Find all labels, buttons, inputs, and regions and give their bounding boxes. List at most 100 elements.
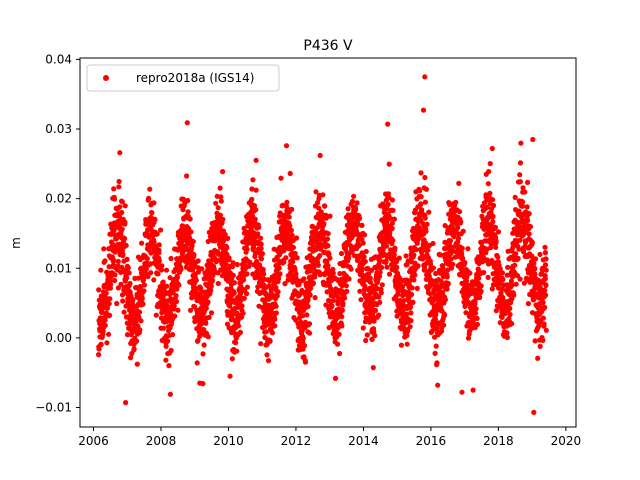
data-point: [190, 238, 196, 245]
data-point: [437, 252, 444, 258]
data-point: [172, 313, 178, 319]
data-point: [320, 233, 326, 239]
data-point: [426, 209, 432, 215]
data-point: [409, 285, 415, 291]
data-point: [323, 215, 329, 221]
data-point: [145, 273, 151, 280]
data-point: [362, 283, 368, 289]
data-point: [543, 267, 549, 273]
data-point: [476, 275, 482, 281]
data-point: [389, 220, 395, 226]
data-point: [273, 310, 279, 316]
data-point: [465, 246, 471, 252]
data-point: [340, 300, 346, 306]
data-point: [543, 282, 549, 288]
data-point: [175, 307, 181, 313]
data-point: [330, 266, 336, 272]
data-point: [144, 256, 150, 262]
data-point: [272, 316, 278, 322]
data-point: [390, 207, 396, 213]
data-point: [116, 184, 122, 190]
data-point: [490, 219, 496, 225]
data-point: [119, 209, 125, 216]
legend-marker: [103, 75, 109, 81]
data-point: [233, 340, 239, 346]
data-point: [259, 251, 265, 257]
data-point: [163, 357, 169, 363]
data-point: [526, 211, 532, 217]
data-point: [444, 274, 450, 280]
data-point: [459, 245, 465, 251]
data-point: [235, 323, 242, 329]
data-point: [178, 266, 184, 273]
data-point: [102, 322, 108, 328]
data-point: [307, 285, 314, 291]
plot-frame: [79, 57, 577, 428]
data-point: [163, 343, 169, 349]
data-point: [511, 292, 517, 298]
data-point: [335, 298, 341, 304]
data-point: [515, 255, 521, 261]
data-point: [410, 299, 416, 305]
data-point: [404, 332, 410, 339]
data-point: [384, 205, 390, 212]
data-point: [149, 210, 155, 216]
data-point: [517, 179, 524, 185]
data-point: [158, 227, 164, 233]
data-point: [542, 276, 548, 282]
data-point: [389, 225, 395, 232]
data-point: [396, 255, 402, 261]
data-point: [205, 299, 211, 305]
data-point: [281, 259, 287, 265]
data-point: [176, 282, 182, 288]
data-point: [531, 261, 537, 267]
data-point: [500, 276, 506, 283]
data-point: [106, 301, 112, 307]
data-point: [283, 143, 290, 149]
data-point: [208, 287, 214, 293]
data-point: [118, 281, 124, 287]
data-point: [367, 275, 373, 281]
data-point: [213, 200, 219, 206]
data-point: [230, 260, 236, 266]
data-point: [231, 280, 237, 286]
data-point: [470, 387, 476, 393]
data-point: [116, 178, 122, 185]
data-point: [505, 264, 511, 270]
data-point: [326, 251, 332, 257]
data-point: [507, 311, 513, 318]
data-point: [156, 242, 162, 248]
data-point: [529, 239, 535, 245]
data-point: [180, 207, 186, 213]
data-point: [301, 276, 307, 282]
data-point: [440, 290, 446, 296]
data-points: [96, 74, 549, 415]
data-point: [513, 281, 519, 287]
data-point: [366, 292, 372, 298]
data-point: [525, 179, 531, 185]
data-point: [208, 310, 215, 316]
data-point: [348, 266, 354, 272]
data-point: [542, 287, 548, 293]
data-point: [478, 283, 484, 289]
data-point: [453, 199, 459, 205]
data-point: [363, 248, 369, 255]
data-point: [141, 282, 147, 288]
data-point: [504, 272, 510, 278]
data-point: [478, 288, 484, 294]
data-point: [119, 226, 125, 232]
data-point: [339, 323, 345, 329]
data-point: [193, 277, 199, 283]
data-point: [543, 327, 549, 333]
data-point: [336, 331, 342, 337]
data-point: [524, 204, 530, 210]
data-point: [209, 277, 216, 283]
data-point: [489, 145, 495, 152]
data-point: [499, 314, 505, 320]
data-point: [486, 169, 492, 175]
data-point: [393, 259, 400, 265]
data-point: [385, 121, 391, 127]
data-point: [540, 337, 546, 343]
data-point: [357, 215, 363, 221]
data-point: [112, 272, 118, 278]
